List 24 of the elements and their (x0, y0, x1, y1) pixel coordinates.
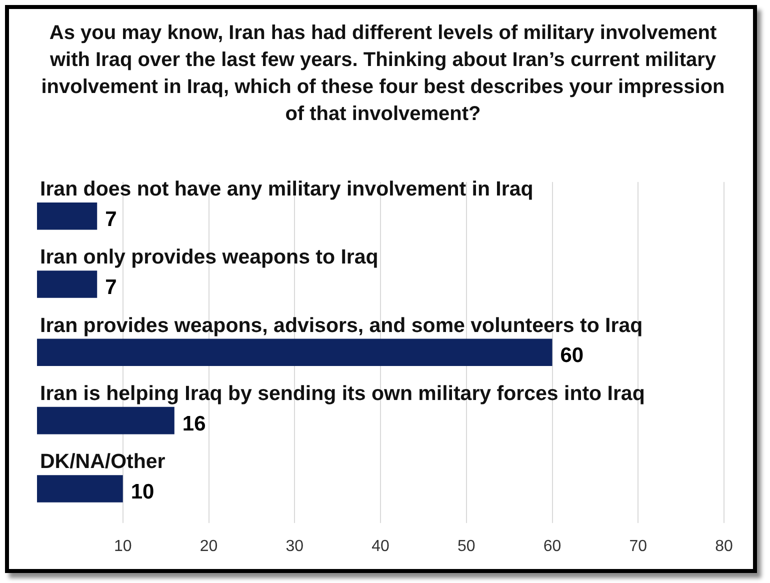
y-tick-label: Iran does not have any military involvement in Iraq (40, 177, 534, 200)
data-label: 16 (182, 412, 206, 436)
x-tick-label: 50 (457, 538, 476, 555)
chart-title: As you may know, Iran has had different levels of military involvement with Iraq over the last few years. Thinking about Iran’s current military involvement in Iraq, which of these four best describes your impression of that involvement? (40, 21, 726, 127)
x-tick-label: 60 (543, 538, 562, 555)
x-tick-label: 20 (200, 538, 218, 555)
data-label: 7 (105, 208, 117, 231)
bar (37, 475, 123, 502)
x-tick-label: 30 (286, 538, 304, 555)
bar (37, 338, 552, 366)
y-tick-label: Iran only provides weapons to Iraq (40, 246, 378, 269)
x-tick-label: 70 (629, 538, 648, 555)
x-tick-label: 40 (372, 538, 390, 555)
data-label: 10 (130, 480, 154, 504)
data-label: 60 (560, 344, 584, 368)
bar (37, 406, 174, 434)
y-tick-label: Iran provides weapons, advisors, and some volunteers to Iraq (40, 314, 643, 337)
x-tick-label: 80 (715, 538, 733, 555)
y-tick-label: Iran is helping Iraq by sending its own military forces into Iraq (40, 382, 645, 405)
bar (37, 202, 98, 230)
data-label: 7 (105, 276, 117, 300)
y-tick-label: DK/NA/Other (40, 450, 166, 474)
bar (37, 270, 98, 298)
x-tick-label: 10 (114, 538, 132, 555)
